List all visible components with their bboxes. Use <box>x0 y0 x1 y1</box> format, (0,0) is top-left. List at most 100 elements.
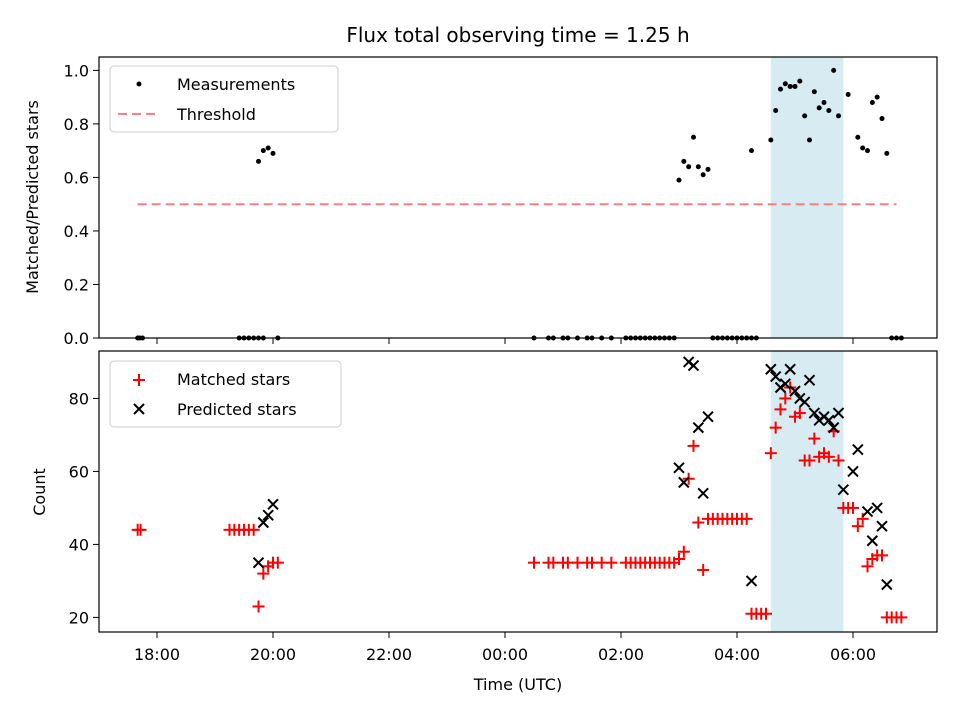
predicted-star-stroke-b <box>262 509 274 521</box>
predicted-star-point <box>745 575 758 587</box>
measurement-point <box>787 83 793 89</box>
bottom-x-ticks: 18:00 20:00 22:00 00:00 02:00 04:00 06:00 <box>134 632 876 664</box>
measurement-point <box>695 164 701 170</box>
predicted-star-stroke-b <box>769 370 782 383</box>
predicted-star-point <box>692 421 705 434</box>
matched-star-point <box>740 512 753 525</box>
predicted-star-point <box>769 370 782 383</box>
legend-predicted-marker <box>133 403 145 415</box>
predicted-star-stroke-b <box>702 410 714 423</box>
matched-star-point <box>803 454 816 467</box>
count-points <box>131 356 908 624</box>
matched-star-point <box>271 556 284 569</box>
x-tick-label: 22:00 <box>366 645 412 664</box>
predicted-star-stroke-b <box>847 465 859 478</box>
top-y-tick-label: 0.0 <box>64 329 89 348</box>
measurement-point <box>879 116 885 122</box>
predicted-star-stroke-b <box>779 378 792 390</box>
predicted-star-point <box>798 396 811 408</box>
measurement-point <box>845 91 851 97</box>
matched-star-point <box>528 556 540 569</box>
measurement-point <box>676 177 682 183</box>
predicted-star-point <box>697 487 709 500</box>
predicted-star-stroke-b <box>765 363 777 375</box>
legend-matched-label: Matched stars <box>177 370 290 389</box>
measurement-point <box>797 78 803 84</box>
predicted-star-point <box>779 378 792 390</box>
measurement-point <box>802 113 808 119</box>
matched-star-point <box>793 407 806 420</box>
bottom-axes-frame <box>98 350 938 633</box>
matched-star-point <box>134 523 147 536</box>
predicted-star-stroke-b <box>808 407 821 419</box>
top-y-tick-label: 0.8 <box>64 115 89 134</box>
matched-star-point <box>677 545 690 558</box>
measurement-point <box>773 108 779 114</box>
predicted-star-stroke-b <box>798 396 811 408</box>
matched-star-point <box>851 520 864 533</box>
top-x-ticks <box>156 338 854 344</box>
measurement-point <box>686 164 692 170</box>
predicted-star-point <box>827 421 840 434</box>
x-tick-label: 02:00 <box>598 645 644 664</box>
measurement-point <box>691 134 696 140</box>
predicted-star-stroke-b <box>827 421 840 434</box>
matched-star-point <box>605 556 618 569</box>
predicted-star-point <box>847 465 859 478</box>
predicted-star-point <box>866 535 879 547</box>
predicted-star-stroke-b <box>789 385 801 397</box>
matched-star-point <box>257 567 270 580</box>
x-tick-label: 20:00 <box>250 645 296 664</box>
matched-star-point <box>252 600 265 613</box>
matched-star-point <box>779 392 792 405</box>
measurement-point <box>865 148 870 154</box>
chart-title: Flux total observing time = 1.25 h <box>346 23 689 47</box>
predicted-star-stroke-b <box>687 359 700 372</box>
predicted-star-point <box>789 385 801 397</box>
matched-star-point <box>769 421 782 434</box>
predicted-star-stroke-b <box>692 421 705 434</box>
top-y-tick-label: 0.4 <box>64 222 89 241</box>
top-panel: 0.0 0.2 0.4 0.6 0.8 1.0 Matched/Predicted sta… <box>23 56 938 348</box>
matched-star-point <box>692 516 705 529</box>
matched-star-point <box>687 439 700 452</box>
measurement-point <box>831 67 837 73</box>
matched-star-point <box>876 549 888 562</box>
predicted-star-point <box>837 483 850 496</box>
top-y-tick-label: 0.2 <box>64 275 89 294</box>
bottom-legend: Matched stars Predicted stars <box>109 360 342 428</box>
measurement-point <box>256 158 261 164</box>
predicted-star-point <box>871 502 883 514</box>
predicted-star-stroke-b <box>252 556 265 569</box>
predicted-star-stroke-b <box>823 414 835 427</box>
measurement-point <box>270 150 276 156</box>
matched-star-point <box>847 501 859 514</box>
predicted-star-point <box>267 498 279 510</box>
matched-star-point <box>760 607 772 620</box>
measurement-point <box>749 148 754 154</box>
bottom-y-ticks: 20 40 60 80 <box>69 389 99 627</box>
measurement-point <box>855 134 861 140</box>
predicted-star-stroke-b <box>832 407 845 419</box>
top-y-axis-label: Matched/Predicted stars <box>23 100 42 294</box>
matched-star-point <box>774 403 787 416</box>
top-shaded-interval <box>770 57 844 338</box>
legend-measurements-marker <box>136 81 142 87</box>
measurement-point <box>705 166 711 172</box>
predicted-star-point <box>861 505 874 518</box>
predicted-star-point <box>803 374 816 386</box>
matched-star-point <box>247 523 260 536</box>
predicted-star-stroke-b <box>257 516 270 529</box>
measurement-point <box>782 81 788 87</box>
top-axes-frame <box>98 56 938 339</box>
x-tick-label: 06:00 <box>830 645 876 664</box>
x-tick-label: 04:00 <box>714 645 760 664</box>
legend-measurements-label: Measurements <box>177 75 295 94</box>
predicted-star-point <box>687 359 700 372</box>
top-y-tick-label: 1.0 <box>64 61 89 80</box>
predicted-star-point <box>784 363 796 375</box>
predicted-star-stroke-b <box>267 498 279 510</box>
predicted-star-point <box>702 410 714 423</box>
measurement-point <box>874 94 880 100</box>
